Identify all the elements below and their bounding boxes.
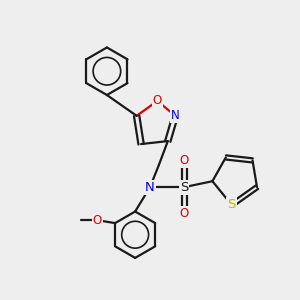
Text: N: N	[145, 181, 155, 194]
Text: S: S	[180, 181, 188, 194]
Text: N: N	[171, 109, 180, 122]
Text: O: O	[180, 154, 189, 167]
Text: S: S	[227, 199, 236, 212]
Text: O: O	[93, 214, 102, 226]
Text: O: O	[180, 207, 189, 220]
Text: O: O	[153, 94, 162, 107]
